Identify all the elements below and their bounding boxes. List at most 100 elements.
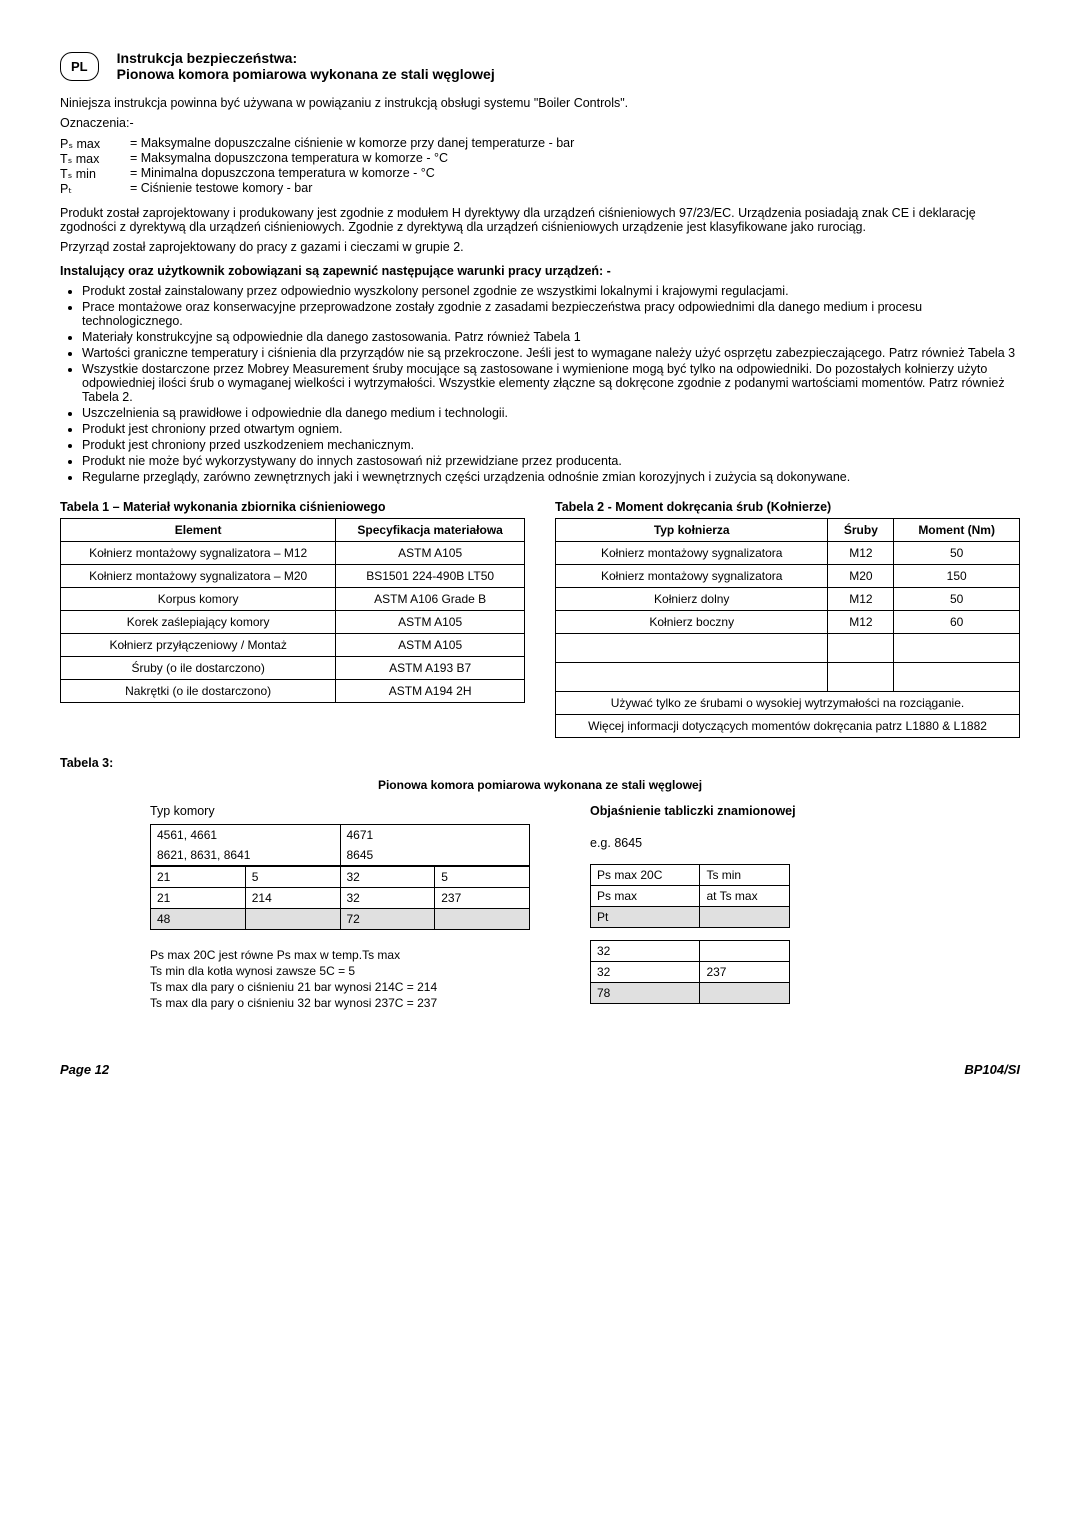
t1-header: Element (61, 519, 336, 542)
footer: Page 12 BP104/SI (60, 1062, 1020, 1077)
t2-cell: M12 (828, 542, 894, 565)
t3-cell (435, 909, 530, 930)
t2-empty (556, 634, 828, 663)
t1-cell: ASTM A105 (336, 634, 525, 657)
t3-right-grid2: 32 32 237 78 (590, 940, 790, 1004)
t3-cell: 214 (245, 888, 340, 909)
t2-cell: M12 (828, 588, 894, 611)
t3-cell: 4671 (340, 825, 530, 846)
t3-eg: e.g. 8645 (590, 836, 920, 850)
bullet-item: Wartości graniczne temperatury i ciśnien… (82, 346, 1020, 360)
bullet-item: Produkt jest chroniony przed uszkodzenie… (82, 438, 1020, 452)
t2-cell: M20 (828, 565, 894, 588)
tabela3-left: Typ komory 4561, 4661 4671 8621, 8631, 8… (150, 798, 530, 1012)
paragraph-2: Przyrząd został zaprojektowany do pracy … (60, 240, 1020, 254)
t1-cell: ASTM A105 (336, 542, 525, 565)
tabela1-title: Tabela 1 – Materiał wykonania zbiornika … (60, 500, 525, 514)
bullet-item: Uszczelnienia są prawidłowe i odpowiedni… (82, 406, 1020, 420)
t3-cell: Ts min (700, 865, 790, 886)
t3-cell (245, 909, 340, 930)
def-val: = Maksymalne dopuszczalne ciśnienie w ko… (130, 136, 574, 151)
footer-right: BP104/SI (964, 1062, 1020, 1077)
def-val: = Maksymalna dopuszczona temperatura w k… (130, 151, 448, 166)
tabela1: Element Specyfikacja materiałowa Kołnier… (60, 518, 525, 703)
t3-note: Ps max 20C jest równe Ps max w temp.Ts m… (150, 948, 530, 962)
bullet-item: Produkt nie może być wykorzystywany do i… (82, 454, 1020, 468)
tabela1-block: Tabela 1 – Materiał wykonania zbiornika … (60, 494, 525, 738)
t2-empty (828, 663, 894, 692)
t3-cell: Pt (591, 907, 700, 928)
def-key: Pₜ (60, 181, 130, 196)
t3-cell (700, 907, 790, 928)
t2-empty (828, 634, 894, 663)
paragraph-1: Produkt został zaprojektowany i produkow… (60, 206, 1020, 234)
tabela3-right: Objaśnienie tabliczki znamionowej e.g. 8… (590, 798, 920, 1004)
t1-header: Specyfikacja materiałowa (336, 519, 525, 542)
t2-cell: Kołnierz boczny (556, 611, 828, 634)
tabela2-note2: Więcej informacji dotyczących momentów d… (555, 715, 1020, 738)
t3-notes: Ps max 20C jest równe Ps max w temp.Ts m… (150, 948, 530, 1010)
bullet-item: Regularne przeglądy, zarówno zewnętrznyc… (82, 470, 1020, 484)
t2-cell: Kołnierz montażowy sygnalizatora (556, 542, 828, 565)
def-val: = Minimalna dopuszczona temperatura w ko… (130, 166, 435, 181)
t2-cell: 150 (894, 565, 1020, 588)
footer-left: Page 12 (60, 1062, 109, 1077)
t3-cell: at Ts max (700, 886, 790, 907)
t3-cell: Ps max 20C (591, 865, 700, 886)
bullet-item: Produkt został zainstalowany przez odpow… (82, 284, 1020, 298)
t2-cell: 60 (894, 611, 1020, 634)
tabela3-title: Tabela 3: (60, 756, 1020, 770)
t2-empty (894, 663, 1020, 692)
t3-cell: 72 (340, 909, 435, 930)
t2-cell: Kołnierz dolny (556, 588, 828, 611)
t3-right-grid1: Ps max 20C Ts min Ps max at Ts max Pt (590, 864, 790, 928)
t2-cell: Kołnierz montażowy sygnalizatora (556, 565, 828, 588)
bullet-item: Wszystkie dostarczone przez Mobrey Measu… (82, 362, 1020, 404)
t3-note: Ts max dla pary o ciśnieniu 32 bar wynos… (150, 996, 530, 1010)
t3-cell: 78 (591, 983, 700, 1004)
t3-right-heading: Objaśnienie tabliczki znamionowej (590, 804, 920, 818)
t2-header: Moment (Nm) (894, 519, 1020, 542)
oznaczenia-label: Oznaczenia:- (60, 116, 1020, 130)
t1-cell: ASTM A193 B7 (336, 657, 525, 680)
t1-cell: ASTM A106 Grade B (336, 588, 525, 611)
def-key: Tₛ min (60, 166, 130, 181)
t1-cell: Kołnierz montażowy sygnalizatora – M20 (61, 565, 336, 588)
t3-cell: Ps max (591, 886, 700, 907)
t2-empty (894, 634, 1020, 663)
t2-cell: 50 (894, 588, 1020, 611)
t3-note: Ts min dla kotła wynosi zawsze 5C = 5 (150, 964, 530, 978)
t2-cell: M12 (828, 611, 894, 634)
t3-cell: 32 (591, 962, 700, 983)
t3-left-top-table: 4561, 4661 4671 8621, 8631, 8641 8645 (150, 824, 530, 866)
intro-paragraph: Niniejsza instrukcja powinna być używana… (60, 96, 1020, 110)
t1-cell: Korek zaślepiający komory (61, 611, 336, 634)
def-key: Pₛ max (60, 136, 130, 151)
t2-cell: 50 (894, 542, 1020, 565)
t3-cell: 237 (435, 888, 530, 909)
tabela2-title: Tabela 2 - Moment dokręcania śrub (Kołni… (555, 500, 1020, 514)
t3-cell (700, 941, 790, 962)
t3-cell: 21 (151, 888, 246, 909)
t3-cell: 48 (151, 909, 246, 930)
tabela3-subtitle: Pionowa komora pomiarowa wykonana ze sta… (60, 778, 1020, 792)
t3-cell: 21 (151, 867, 246, 888)
t3-cell: 32 (340, 888, 435, 909)
t3-left-grid: 21 5 32 5 21 214 32 237 48 72 (150, 866, 530, 930)
t3-note: Ts max dla pary o ciśnieniu 21 bar wynos… (150, 980, 530, 994)
t3-left-heading: Typ komory (150, 804, 530, 818)
bullet-item: Produkt jest chroniony przed otwartym og… (82, 422, 1020, 436)
tabela2-block: Tabela 2 - Moment dokręcania śrub (Kołni… (555, 494, 1020, 738)
tabela2-note1: Używać tylko ze śrubami o wysokiej wytrz… (555, 692, 1020, 715)
t1-cell: ASTM A105 (336, 611, 525, 634)
bullet-item: Materiały konstrukcyjne są odpowiednie d… (82, 330, 1020, 344)
t3-cell: 8645 (340, 845, 530, 866)
t1-cell: Korpus komory (61, 588, 336, 611)
t3-cell: 32 (340, 867, 435, 888)
t2-empty (556, 663, 828, 692)
language-badge: PL (60, 52, 99, 81)
title-line-2: Pionowa komora pomiarowa wykonana ze sta… (117, 66, 495, 82)
definitions: Pₛ max= Maksymalne dopuszczalne ciśnieni… (60, 136, 1020, 196)
section-heading: Instalujący oraz użytkownik zobowiązani … (60, 264, 1020, 278)
bullet-list: Produkt został zainstalowany przez odpow… (82, 284, 1020, 484)
